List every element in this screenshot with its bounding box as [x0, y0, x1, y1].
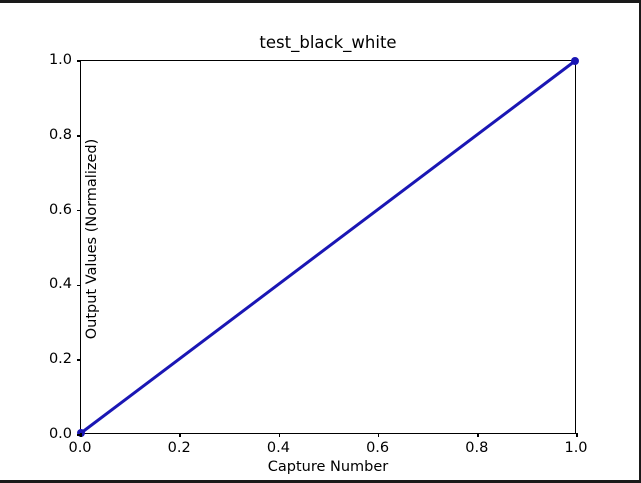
y-tick-mark [77, 284, 81, 287]
data-series-layer [77, 57, 579, 437]
y-tick-label: 0.0 [48, 426, 72, 442]
y-tick-label: 1.0 [48, 52, 72, 68]
y-tick-label: 0.8 [48, 126, 72, 143]
plot-area [77, 57, 579, 437]
x-tick-mark [278, 433, 281, 437]
y-tick-mark [77, 135, 81, 137]
y-tick-mark [77, 60, 81, 62]
x-tick-mark [377, 433, 380, 437]
y-tick-label: 0.6 [48, 201, 72, 218]
x-tick-mark [576, 433, 578, 437]
x-tick-mark [179, 433, 181, 437]
y-tick-label: 0.2 [48, 351, 72, 368]
x-tick-label: 0.2 [167, 440, 191, 456]
y-tick-mark [77, 434, 81, 436]
y-tick-mark [77, 209, 81, 212]
x-tick-label: 1.0 [564, 440, 588, 456]
x-tick-label: 0.6 [366, 440, 390, 456]
x-tick-label: 0.4 [266, 440, 290, 456]
y-tick-label: 0.4 [48, 276, 72, 293]
x-tick-label: 0.0 [68, 440, 92, 456]
data-point-marker [571, 57, 579, 65]
x-axis-label: Capture Number [267, 459, 389, 475]
x-tick-mark [477, 433, 479, 437]
y-tick-mark [77, 359, 81, 361]
series-line-output [81, 61, 575, 433]
chart-title: test_black_white [259, 33, 397, 52]
y-axis-label: Output Values (Normalized) [84, 138, 100, 340]
x-tick-mark [80, 433, 82, 437]
x-tick-label: 0.8 [465, 440, 489, 456]
